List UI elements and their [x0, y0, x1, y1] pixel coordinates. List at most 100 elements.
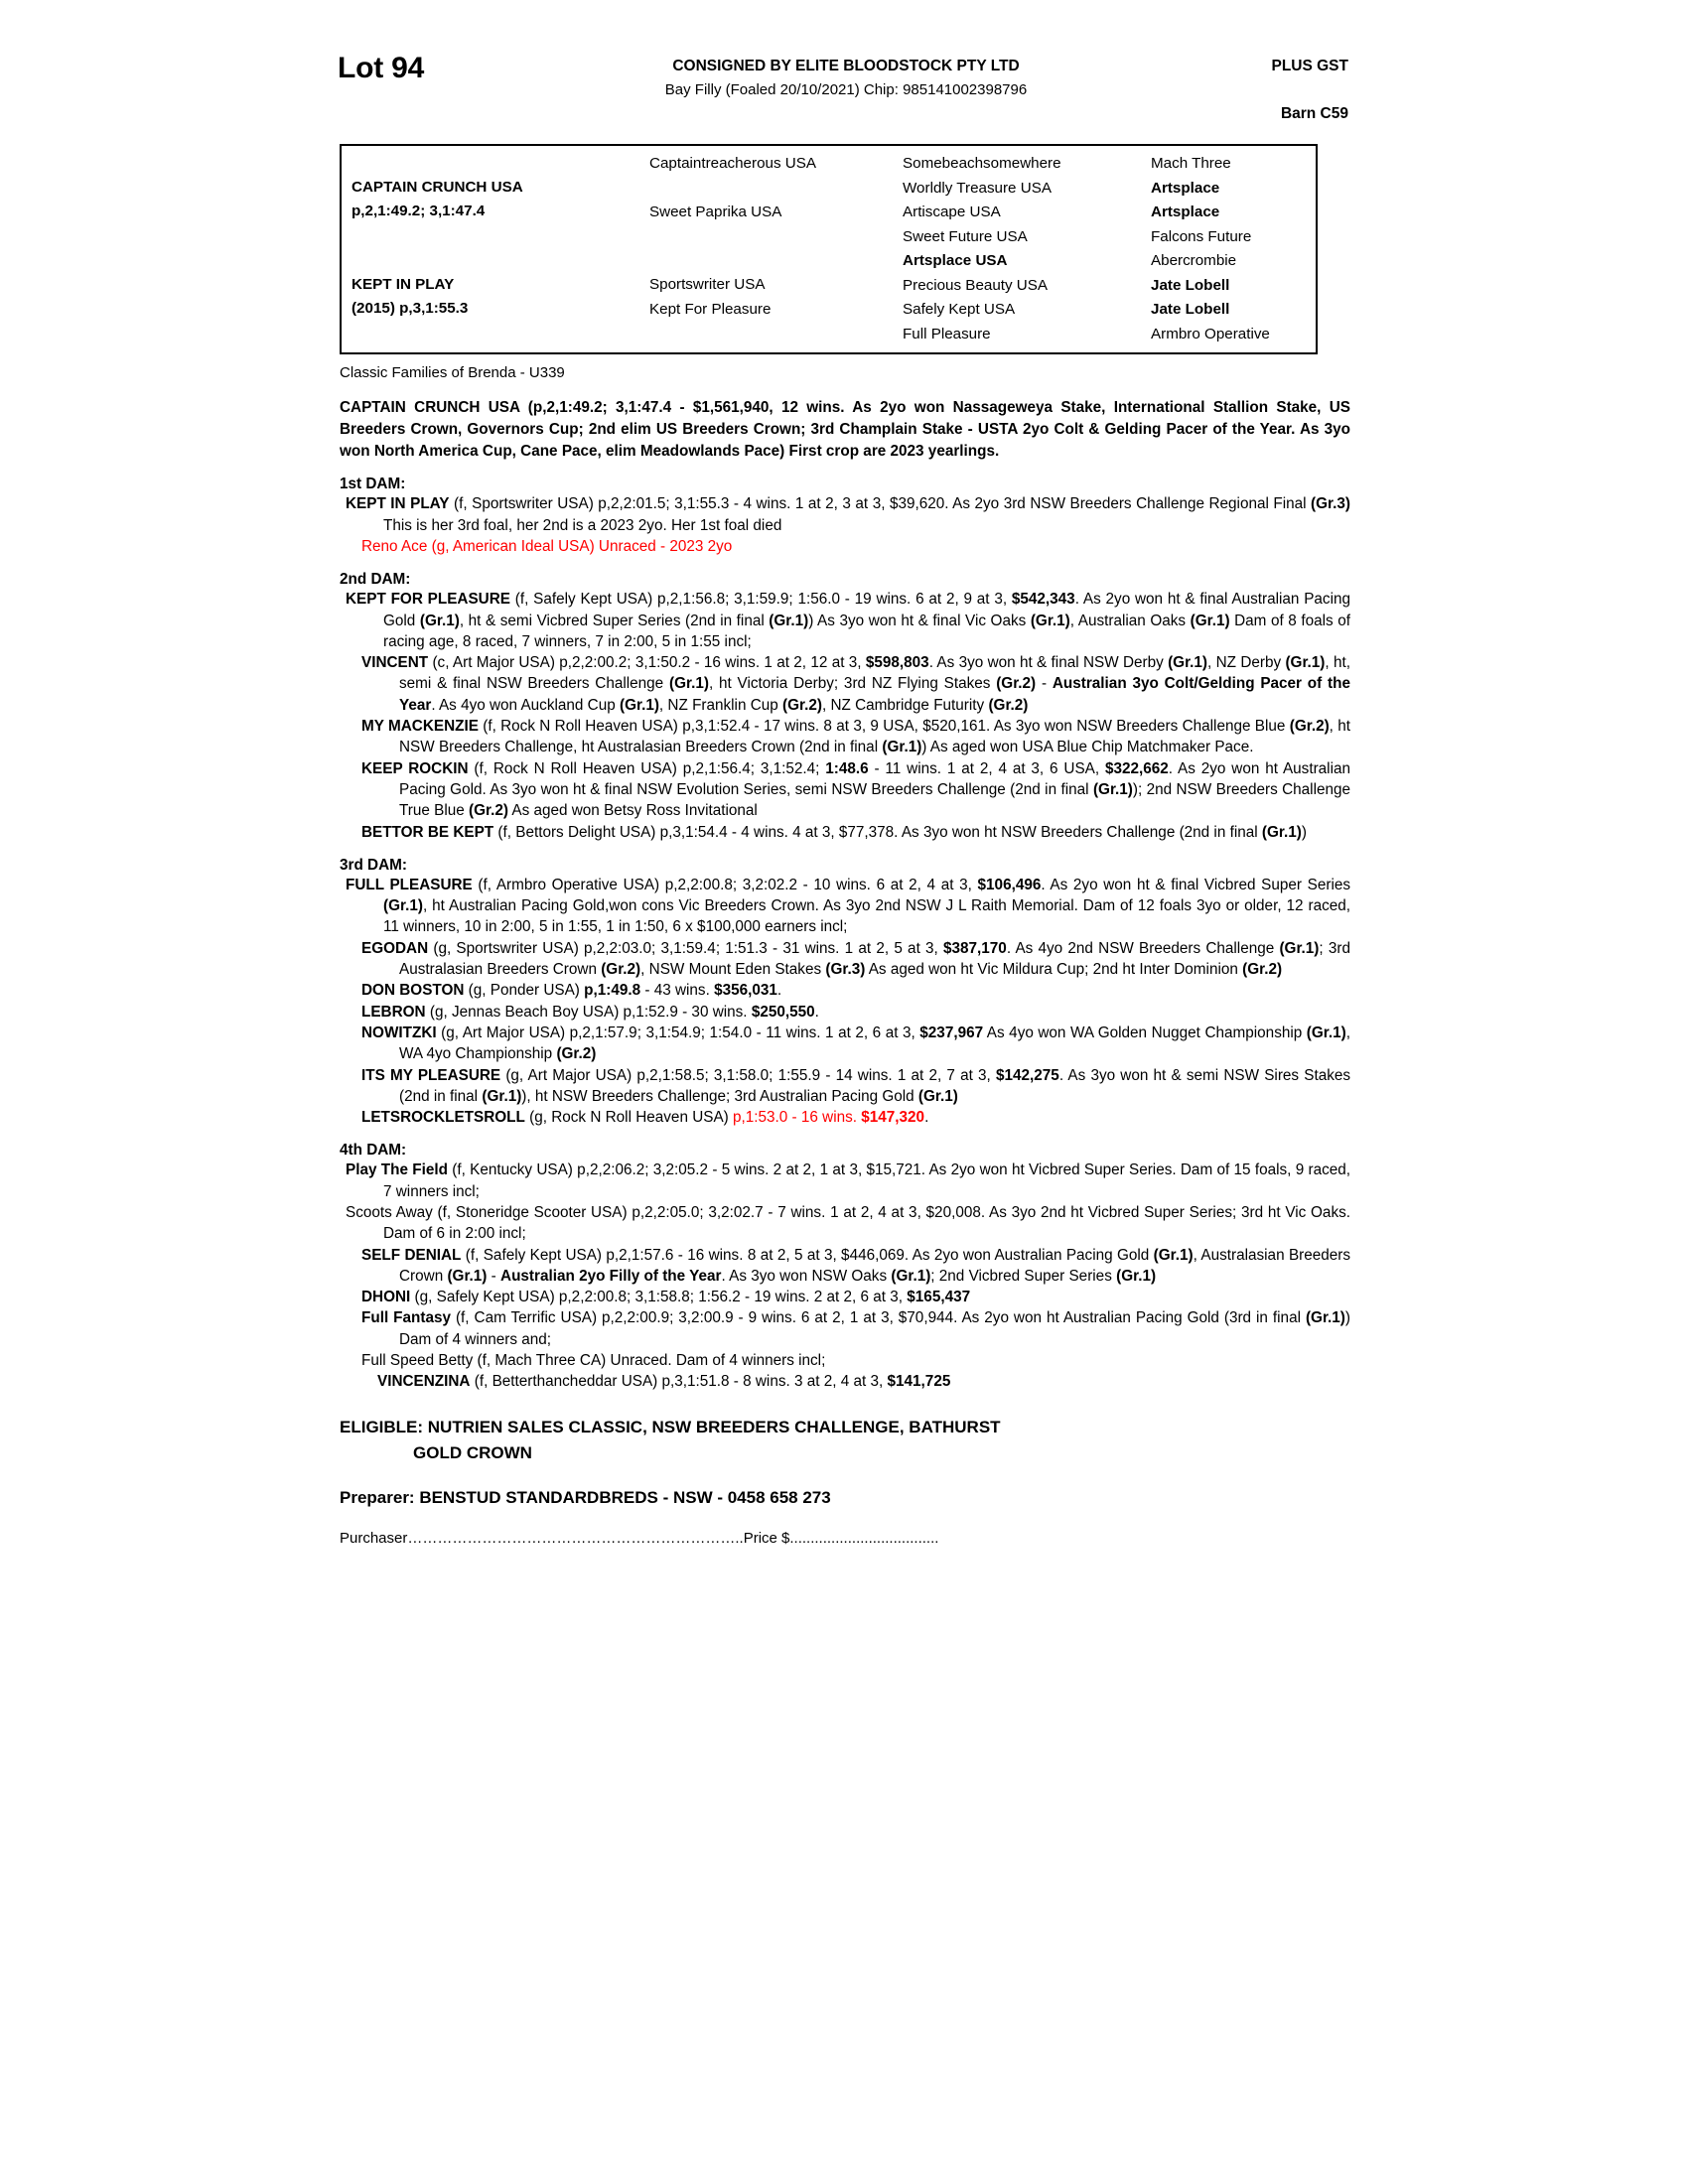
entry-details: (g, Jennas Beach Boy USA) p,1:52.9 - 30 …	[425, 1003, 819, 1021]
pedigree-g3-0: Somebeachsomewhere	[903, 155, 1061, 172]
entry-name: KEPT IN PLAY	[346, 495, 450, 513]
page-header: Lot 94 CONSIGNED BY ELITE BLOODSTOCK PTY…	[338, 40, 1350, 144]
barn-label: Barn C59	[1280, 105, 1348, 122]
preparer-line: Preparer: BENSTUD STANDARDBREDS - NSW - …	[340, 1487, 831, 1507]
entry-name: KEEP ROCKIN	[361, 759, 469, 777]
consignor-line: CONSIGNED BY ELITE BLOODSTOCK PTY LTD	[672, 58, 1020, 74]
pedigree-g3-6: Safely Kept USA	[903, 301, 1016, 318]
pedigree-dam-sire: Sportswriter USA	[649, 276, 766, 293]
entry-details: (g, Ponder USA) p,1:49.8 - 43 wins. $356…	[464, 982, 782, 1000]
pedigree-entry: BETTOR BE KEPT (f, Bettors Delight USA) …	[361, 822, 1350, 843]
entry-details: (f, Rock N Roll Heaven USA) p,3,1:52.4 -…	[399, 718, 1350, 756]
pedigree-g4-2: Artsplace	[1151, 204, 1220, 220]
eligible-block: ELIGIBLE: NUTRIEN SALES CLASSIC, NSW BRE…	[340, 1415, 1350, 1466]
entry-name: SELF DENIAL	[361, 1246, 462, 1264]
pedigree-entry: MY MACKENZIE (f, Rock N Roll Heaven USA)…	[361, 716, 1350, 758]
pedigree-entry: LEBRON (g, Jennas Beach Boy USA) p,1:52.…	[361, 1002, 1350, 1023]
pedigree-entry: KEPT IN PLAY (f, Sportswriter USA) p,2,2…	[346, 493, 1350, 536]
entry-details: (f, Armbro Operative USA) p,2,2:00.8; 3,…	[383, 876, 1350, 936]
pedigree-entry: VINCENT (c, Art Major USA) p,2,2:00.2; 3…	[361, 652, 1350, 716]
pedigree-table: CAPTAIN CRUNCH USA p,2,1:49.2; 3,1:47.4 …	[340, 144, 1318, 354]
horse-description-line: Bay Filly (Foaled 20/10/2021) Chip: 9851…	[664, 81, 1028, 98]
entry-details: (g, Safely Kept USA) p,2,2:00.8; 3,1:58.…	[410, 1289, 971, 1306]
dam-heading: 3rd DAM:	[340, 856, 407, 874]
entry-name: EGODAN	[361, 939, 429, 957]
entry-details: (f, Mach Three CA) Unraced. Dam of 4 win…	[473, 1352, 826, 1370]
entry-details: (f, Safely Kept USA) p,2,1:56.8; 3,1:59.…	[383, 591, 1350, 650]
entry-details: (f, Stoneridge Scooter USA) p,2,2:05.0; …	[383, 1204, 1350, 1243]
pedigree-g4-3: Falcons Future	[1151, 227, 1252, 245]
entry-name: DON BOSTON	[361, 982, 465, 1000]
entry-details: (c, Art Major USA) p,2,2:00.2; 3,1:50.2 …	[399, 654, 1350, 714]
entry-details: (f, Sportswriter USA) p,2,2:01.5; 3,1:55…	[383, 495, 1350, 534]
pedigree-g3-3: Sweet Future USA	[903, 227, 1028, 245]
pedigree-entry: VINCENZINA (f, Betterthancheddar USA) p,…	[377, 1371, 1350, 1392]
dam-heading: 2nd DAM:	[340, 571, 411, 589]
entry-details: (f, Rock N Roll Heaven USA) p,2,1:56.4; …	[399, 759, 1350, 820]
entry-name: Reno Ace	[361, 537, 428, 555]
dam-sections: 1st DAM: KEPT IN PLAY (f, Sportswriter US…	[338, 476, 1350, 1392]
pedigree-sire-sire: Captaintreacherous USA	[649, 155, 816, 172]
entry-details: (g, Rock N Roll Heaven USA)	[524, 1109, 733, 1127]
pedigree-entry: SELF DENIAL (f, Safely Kept USA) p,2,1:5…	[361, 1245, 1350, 1288]
entry-details: (f, Bettors Delight USA) p,3,1:54.4 - 4 …	[493, 823, 1307, 841]
dam-heading: 4th DAM:	[340, 1142, 407, 1160]
entry-highlight: p,1:53.0 - 16 wins. $147,320	[733, 1109, 925, 1127]
catalog-sheet: Lot 94 CONSIGNED BY ELITE BLOODSTOCK PTY…	[338, 40, 1350, 1547]
entry-details: (f, Cam Terrific USA) p,2,2:00.9; 3,2:00…	[399, 1309, 1351, 1348]
pedigree-g3-1: Worldly Treasure USA	[903, 179, 1052, 197]
pedigree-g3-7: Full Pleasure	[903, 325, 991, 342]
pedigree-g4-4: Abercrombie	[1151, 252, 1237, 269]
pedigree-entry: EGODAN (g, Sportswriter USA) p,2,2:03.0;…	[361, 938, 1350, 981]
pedigree-g4-1: Artsplace	[1151, 179, 1220, 197]
pedigree-entry: Scoots Away (f, Stoneridge Scooter USA) …	[346, 1202, 1350, 1245]
pedigree-entry: LETSROCKLETSROLL (g, Rock N Roll Heaven …	[361, 1107, 1350, 1128]
pedigree-g3-4: Artsplace USA	[903, 252, 1008, 269]
pedigree-sire-sire-cell: Captaintreacherous USA	[639, 152, 893, 201]
plus-gst-label: PLUS GST	[1271, 58, 1348, 74]
pedigree-g4-6: Jate Lobell	[1151, 301, 1230, 318]
entry-details: (f, Kentucky USA) p,2,2:06.2; 3,2:05.2 -…	[383, 1161, 1351, 1200]
entry-name: LETSROCKLETSROLL	[361, 1109, 525, 1127]
pedigree-g4-0: Mach Three	[1151, 155, 1231, 172]
pedigree-entry: ITS MY PLEASURE (g, Art Major USA) p,2,1…	[361, 1065, 1350, 1108]
pedigree-dam-dam-cell: Kept For Pleasure	[639, 298, 893, 346]
pedigree-dam-time: (2015) p,3,1:55.3	[352, 300, 469, 317]
eligible-line-2: GOLD CROWN	[413, 1442, 532, 1462]
entry-details: (g, Art Major USA) p,2,1:58.5; 3,1:58.0;…	[399, 1066, 1351, 1105]
pedigree-entry: DHONI (g, Safely Kept USA) p,2,2:00.8; 3…	[361, 1287, 1350, 1307]
entry-name: Play The Field	[346, 1161, 448, 1179]
pedigree-entry: Full Fantasy (f, Cam Terrific USA) p,2,2…	[361, 1307, 1350, 1350]
pedigree-entry: Play The Field (f, Kentucky USA) p,2,2:0…	[346, 1160, 1350, 1202]
entry-name: FULL PLEASURE	[346, 876, 473, 893]
entry-name: Full Fantasy	[361, 1309, 451, 1327]
lot-number: Lot 94	[338, 52, 425, 84]
family-line: Classic Families of Brenda - U339	[340, 364, 565, 381]
pedigree-g3-5: Precious Beauty USA	[903, 276, 1049, 294]
pedigree-g3-2: Artiscape USA	[903, 204, 1001, 220]
entry-name: LEBRON	[361, 1003, 426, 1021]
entry-details: (f, Betterthancheddar USA) p,3,1:51.8 - …	[470, 1373, 951, 1391]
eligible-line-1: ELIGIBLE: NUTRIEN SALES CLASSIC, NSW BRE…	[340, 1417, 1001, 1436]
sire-summary-paragraph: CAPTAIN CRUNCH USA (p,2,1:49.2; 3,1:47.4…	[340, 399, 1350, 460]
entry-details: (g, Art Major USA) p,2,1:57.9; 3,1:54.9;…	[399, 1024, 1350, 1063]
purchaser-line: Purchaser…………………………………………………………..Price $…	[340, 1529, 939, 1547]
entry-name: Scoots Away	[346, 1204, 433, 1221]
pedigree-entry: FULL PLEASURE (f, Armbro Operative USA) …	[346, 875, 1350, 938]
pedigree-sire-name: CAPTAIN CRUNCH USA	[352, 179, 523, 196]
pedigree-dam-sire-cell: Sportswriter USA	[639, 249, 893, 298]
entry-name: MY MACKENZIE	[361, 718, 479, 736]
entry-details: (g, Sportswriter USA) p,2,2:03.0; 3,1:59…	[399, 939, 1350, 979]
entry-name: VINCENZINA	[377, 1373, 471, 1391]
pedigree-entry: NOWITZKI (g, Art Major USA) p,2,1:57.9; …	[361, 1023, 1350, 1065]
pedigree-sire-dam-cell: Sweet Paprika USA	[639, 201, 893, 249]
entry-name: NOWITZKI	[361, 1024, 437, 1041]
pedigree-entry: KEPT FOR PLEASURE (f, Safely Kept USA) p…	[346, 589, 1350, 652]
pedigree-g4-7: Armbro Operative	[1151, 325, 1270, 342]
pedigree-entry: KEEP ROCKIN (f, Rock N Roll Heaven USA) …	[361, 758, 1350, 822]
entry-name: BETTOR BE KEPT	[361, 823, 494, 841]
pedigree-sire-cell: CAPTAIN CRUNCH USA p,2,1:49.2; 3,1:47.4	[342, 152, 639, 249]
entry-details: (g, American Ideal USA) Unraced - 2023 2…	[427, 537, 733, 555]
entry-name: KEPT FOR PLEASURE	[346, 591, 510, 609]
